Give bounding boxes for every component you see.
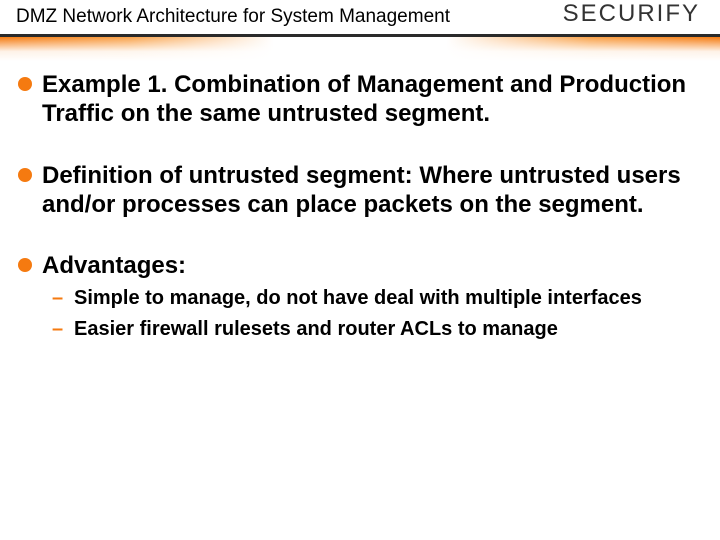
bullet-item: Advantages: Simple to manage, do not hav… [16,251,700,342]
bullet-text: Example 1. Combination of Management and… [42,71,686,127]
sub-bullet-item: Simple to manage, do not have deal with … [52,286,700,311]
logo-text-pre: SECUR [563,0,657,27]
logo-text-post: FY [665,0,700,27]
logo-text-accent: I [657,0,666,28]
bullet-text: Definition of untrusted segment: Where u… [42,162,681,218]
sub-bullet-item: Easier firewall rulesets and router ACLs… [52,317,700,342]
bullet-item: Example 1. Combination of Management and… [16,70,700,129]
bullet-item: Definition of untrusted segment: Where u… [16,161,700,220]
slide-content: Example 1. Combination of Management and… [16,70,700,374]
sub-bullet-text: Simple to manage, do not have deal with … [74,287,642,309]
brand-logo: SECURIFY [563,0,700,28]
slide-header: DMZ Network Architecture for System Mana… [0,0,720,58]
slide: DMZ Network Architecture for System Mana… [0,0,720,540]
bullet-text: Advantages: [42,252,186,279]
header-divider [0,34,720,62]
bullet-list: Example 1. Combination of Management and… [16,70,700,342]
slide-title: DMZ Network Architecture for System Mana… [16,6,450,28]
sub-bullet-text: Easier firewall rulesets and router ACLs… [74,318,558,340]
divider-gradient [0,37,720,61]
sub-bullet-list: Simple to manage, do not have deal with … [42,286,700,342]
